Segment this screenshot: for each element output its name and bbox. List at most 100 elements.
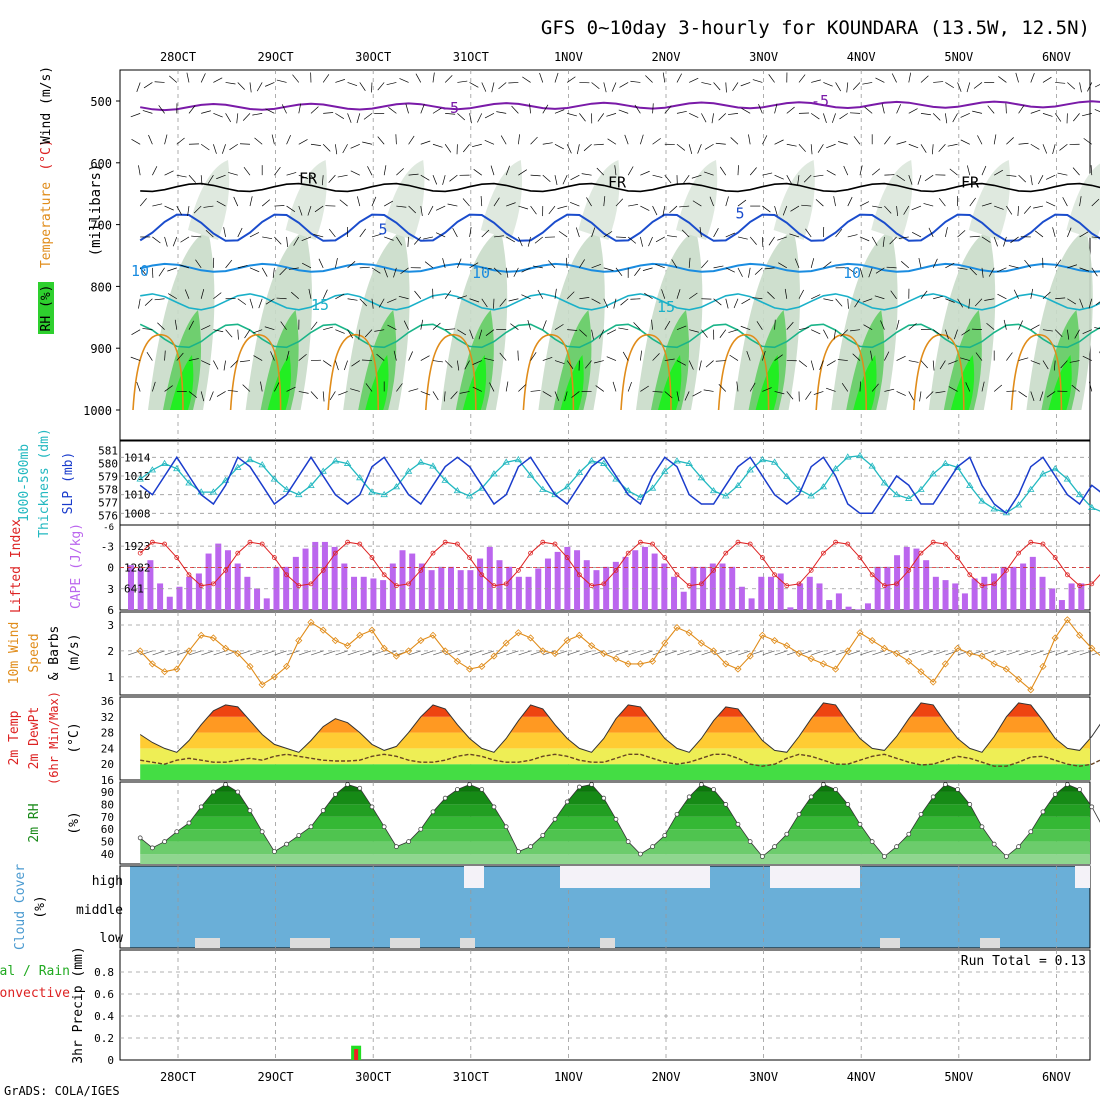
rh-point bbox=[407, 840, 411, 844]
rh-point bbox=[675, 812, 679, 816]
wind-barb bbox=[384, 165, 386, 175]
bottom-date-label: 30OCT bbox=[355, 1070, 391, 1084]
wind-barb bbox=[1043, 77, 1051, 82]
rh-tick-label: 80 bbox=[101, 798, 114, 811]
wind-barb bbox=[555, 110, 564, 114]
wind-barb bbox=[580, 651, 592, 655]
cape-bar bbox=[913, 549, 919, 610]
rh-point bbox=[651, 845, 655, 849]
temp-band bbox=[120, 764, 1090, 780]
wind-barb bbox=[909, 144, 918, 148]
wind-barb bbox=[518, 206, 528, 209]
wind-barb bbox=[360, 651, 372, 655]
wind-barb bbox=[865, 107, 873, 113]
wind-barb bbox=[838, 142, 848, 145]
wind-barb bbox=[623, 352, 628, 361]
rh-tick-label: 50 bbox=[101, 836, 114, 849]
cape-bar bbox=[749, 598, 755, 610]
wind-barb bbox=[640, 171, 649, 175]
wind-barb bbox=[177, 206, 182, 215]
rh-point bbox=[956, 787, 960, 791]
cape-bar bbox=[1030, 557, 1036, 610]
wind-barb bbox=[491, 166, 494, 176]
wind-barb bbox=[378, 137, 384, 145]
wind-barb bbox=[399, 78, 408, 82]
cape-bar bbox=[826, 600, 832, 610]
wind-barb bbox=[238, 299, 246, 305]
wind-barb bbox=[653, 175, 663, 177]
wind-barb bbox=[614, 299, 616, 309]
wind-barb bbox=[213, 144, 216, 154]
wind-barb bbox=[457, 81, 467, 82]
cape-bar bbox=[652, 554, 658, 610]
wind-axis-label: Speed bbox=[27, 633, 42, 672]
cape-bar bbox=[516, 577, 522, 610]
wind-barb bbox=[323, 74, 329, 82]
pressure-tick-label: 800 bbox=[90, 280, 112, 294]
wind-barb bbox=[653, 138, 661, 144]
rh-point bbox=[760, 855, 764, 859]
wind-barb bbox=[577, 144, 579, 154]
wind-barb bbox=[458, 651, 470, 655]
wind-barb bbox=[972, 111, 982, 113]
wind-barb bbox=[832, 113, 835, 122]
wind-barb bbox=[250, 299, 253, 309]
wind-barb bbox=[165, 135, 167, 145]
temp-tick-label: 20 bbox=[101, 758, 114, 771]
wind-barb bbox=[982, 651, 994, 655]
cloud-axis-label: (%) bbox=[33, 895, 48, 918]
bottom-date-label: 31OCT bbox=[453, 1070, 489, 1084]
wind-barb bbox=[335, 330, 344, 334]
rh-point bbox=[516, 850, 520, 854]
wind-barb bbox=[897, 142, 907, 145]
top-date-label: 30OCT bbox=[355, 50, 391, 64]
wind-barb bbox=[701, 260, 708, 267]
wind-barb bbox=[226, 330, 233, 338]
wind-barb bbox=[618, 328, 628, 330]
wind-barb bbox=[598, 113, 604, 121]
rh-point bbox=[1078, 787, 1082, 791]
wind-barb bbox=[753, 80, 763, 83]
wind-barb bbox=[518, 351, 519, 361]
wind-barb bbox=[970, 236, 980, 237]
wind-barb bbox=[165, 206, 174, 210]
cape-bar bbox=[167, 597, 173, 610]
wind-barb bbox=[994, 134, 996, 144]
wind-barb bbox=[1031, 144, 1040, 149]
rh-point bbox=[199, 805, 203, 809]
wind-barb bbox=[519, 651, 531, 655]
cape-bar bbox=[943, 580, 949, 610]
pressure-axis-label: (millibars) bbox=[88, 164, 104, 257]
wind-barb bbox=[726, 268, 735, 272]
wind-barb bbox=[970, 198, 976, 206]
wind-barb bbox=[653, 103, 654, 113]
cape-bar bbox=[816, 583, 822, 610]
wind-barb bbox=[252, 113, 262, 115]
wind-barb bbox=[823, 113, 826, 123]
precip-tick-label: 0.2 bbox=[94, 1032, 114, 1045]
wind-barb bbox=[1019, 175, 1026, 182]
wind-barb bbox=[132, 330, 141, 335]
wind-barb bbox=[641, 651, 653, 655]
wind-barb bbox=[799, 75, 805, 83]
wind-barb bbox=[259, 299, 262, 308]
cape-bar bbox=[545, 559, 551, 610]
wind-barb bbox=[155, 299, 165, 300]
wind-barb bbox=[388, 107, 396, 113]
top-date-label: 2NOV bbox=[652, 50, 681, 64]
wind-barb bbox=[912, 232, 921, 237]
wind-barb bbox=[543, 143, 553, 145]
precip-tick-label: 0.6 bbox=[94, 988, 114, 1001]
wind-barb bbox=[677, 144, 685, 150]
wind-barb bbox=[939, 198, 945, 206]
bottom-date-label: 2NOV bbox=[652, 1070, 681, 1084]
wind-barb bbox=[677, 111, 687, 113]
wind-barb bbox=[189, 175, 196, 182]
rh-point bbox=[321, 809, 325, 813]
wind-barb bbox=[1031, 110, 1040, 113]
wind-barb bbox=[787, 144, 797, 146]
cape-bar bbox=[225, 550, 231, 610]
wind-barb bbox=[265, 82, 274, 86]
